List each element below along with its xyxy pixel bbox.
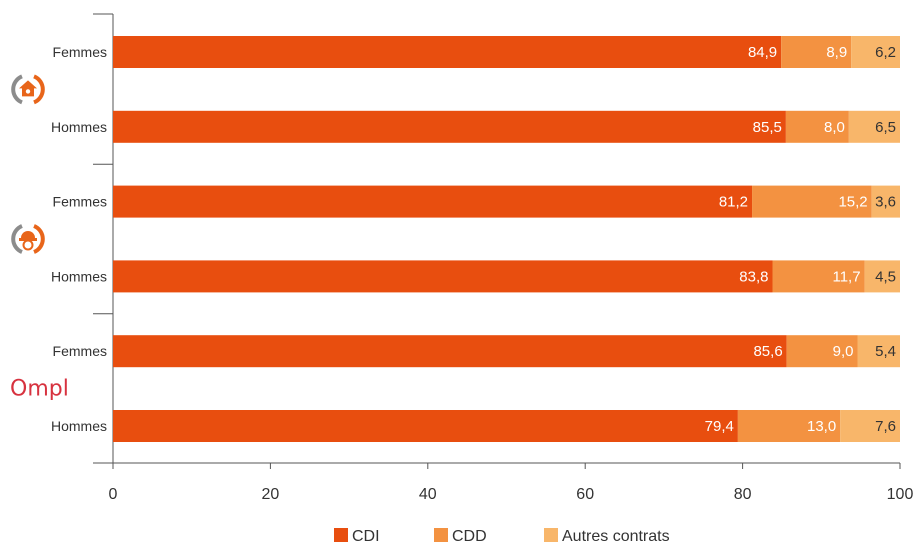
bar-segment-autres-contrats	[840, 410, 900, 442]
bars: 84,9 8,9 6,2 85,5 8,0 6,5 81,2 15,2 3,6 83,8 11,7 4…	[113, 36, 900, 442]
data-label: 11,7	[832, 268, 860, 285]
bar-segment-cdd	[772, 260, 865, 293]
x-tick-label: 20	[262, 486, 280, 503]
category-label: Femmes	[53, 343, 107, 359]
x-tick-label: 40	[419, 486, 437, 503]
data-label: 6,2	[875, 44, 896, 61]
data-label: 85,5	[753, 119, 782, 136]
x-tick-label: 100	[887, 486, 914, 503]
logo-ring-left	[11, 74, 23, 105]
helmet-shape	[21, 231, 35, 238]
bar-segment-cdd	[752, 185, 872, 218]
legend: CDI CDD Autres contrats	[334, 528, 670, 544]
category-label: Femmes	[53, 194, 107, 210]
data-label: 79,4	[705, 418, 734, 435]
category-label: Hommes	[51, 268, 107, 284]
data-label: 83,8	[739, 268, 768, 285]
data-label: 81,2	[719, 194, 748, 211]
data-label: 8,0	[824, 119, 845, 136]
bar-segment-cdd	[785, 110, 849, 143]
bar-segment-cdd	[781, 36, 852, 68]
data-label: 84,9	[748, 44, 777, 61]
ompl-logo: Ompl	[10, 377, 69, 402]
data-label: 15,2	[838, 194, 867, 211]
bar-segment-autres-contrats	[848, 110, 900, 143]
data-label: 4,5	[875, 268, 896, 285]
group-logos: Ompl	[10, 74, 69, 402]
data-label: 8,9	[826, 44, 847, 61]
category-label: Femmes	[53, 44, 107, 60]
category-label: Hommes	[51, 418, 107, 434]
logo-ring-right	[33, 74, 45, 105]
house-shape	[19, 80, 37, 97]
house-coin	[25, 89, 31, 94]
axes: 0 20 40 60 80 100	[93, 13, 914, 503]
bar-segment-cdi	[113, 185, 753, 218]
bar-segment-cdi	[113, 335, 787, 368]
worker-logo-icon	[11, 224, 45, 254]
bar-segment-cdi	[113, 110, 786, 143]
legend-swatch	[434, 528, 448, 542]
worker-face	[22, 239, 34, 251]
bar-segment-cdi	[113, 36, 782, 68]
legend-label: CDI	[352, 528, 380, 544]
x-tick-label: 60	[576, 486, 594, 503]
bar-segment-autres-contrats	[871, 185, 900, 218]
legend-swatch	[544, 528, 558, 542]
data-label: 6,5	[875, 119, 896, 136]
x-tick-label: 80	[734, 486, 752, 503]
legend-label: Autres contrats	[562, 528, 670, 544]
logo-ring-right	[33, 224, 45, 254]
bar-segment-cdd	[737, 410, 841, 442]
data-label: 85,6	[753, 343, 782, 360]
legend-label: CDD	[452, 528, 487, 544]
bar-segment-autres-contrats	[851, 36, 900, 68]
category-label: Hommes	[51, 119, 107, 135]
legend-swatch	[334, 528, 348, 542]
category-labels: Femmes Hommes Femmes Hommes Femmes Hommes	[51, 44, 107, 434]
data-label: 3,6	[875, 194, 896, 211]
bar-segment-cdd	[786, 335, 858, 368]
data-label: 7,6	[875, 418, 896, 435]
data-label: 9,0	[833, 343, 854, 360]
bar-segment-cdi	[113, 410, 738, 442]
house-logo-icon	[11, 74, 45, 105]
bar-segment-autres-contrats	[864, 260, 900, 293]
bar-segment-autres-contrats	[857, 335, 900, 368]
data-label: 5,4	[875, 343, 896, 360]
logo-ring-left	[11, 224, 23, 254]
bar-segment-cdi	[113, 260, 773, 293]
x-tick-label: 0	[109, 486, 118, 503]
data-label: 13,0	[807, 418, 836, 435]
